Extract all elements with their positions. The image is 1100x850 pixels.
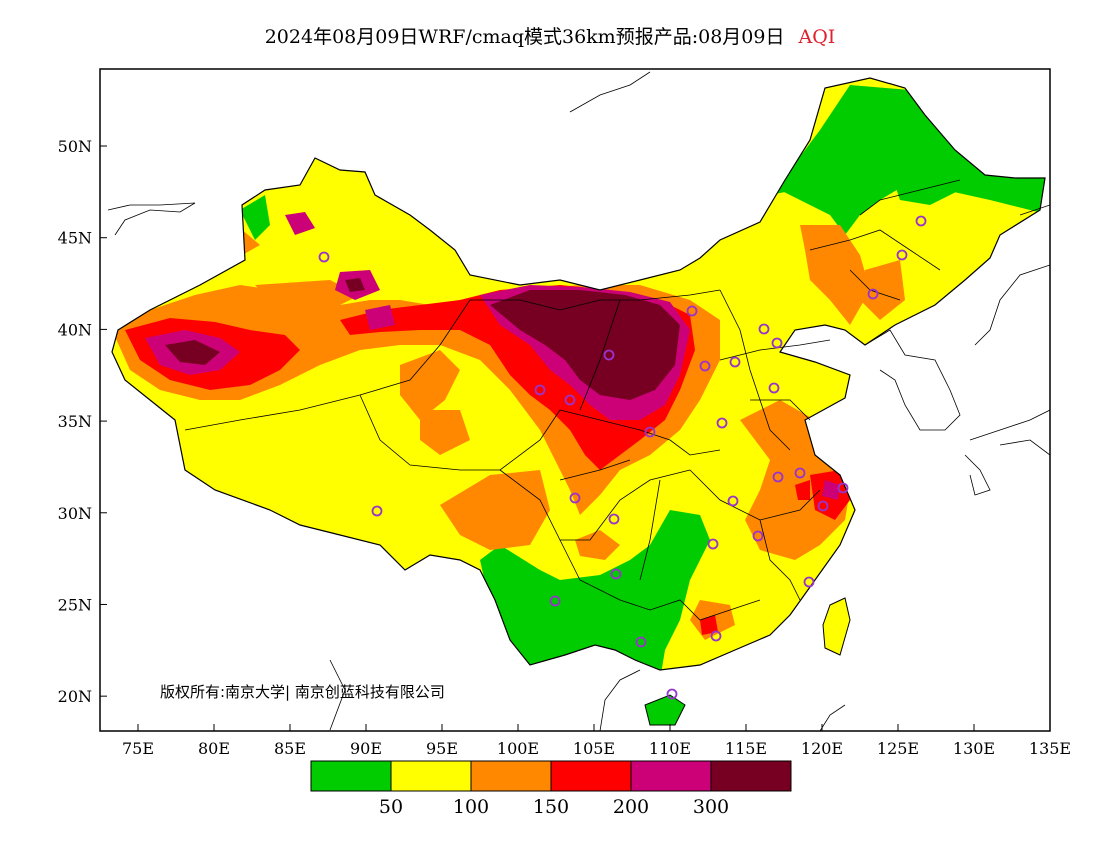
lon-tick-label: 90E: [350, 739, 382, 758]
station-marker: [534, 384, 546, 396]
lon-tick-label: 100E: [497, 739, 539, 758]
lon-tick-label: 75E: [122, 739, 154, 758]
station-marker: [371, 505, 383, 517]
lon-tick-label: 115E: [725, 739, 767, 758]
station-marker: [758, 323, 770, 335]
latitude-axis: 50N 45N 40N 35N 30N 25N 20N: [58, 137, 107, 706]
country-outline: [111, 77, 1046, 671]
station-marker: [772, 471, 784, 483]
map-title: 2024年08月09日WRF/cmaq模式36km预报产品:08月09日 AQI: [0, 22, 1100, 49]
station-marker: [794, 467, 806, 479]
hainan-island: [644, 694, 686, 726]
station-marker: [569, 492, 581, 504]
legend-threshold-label: 300: [693, 796, 729, 818]
lon-tick-label: 110E: [649, 739, 691, 758]
station-marker: [727, 495, 739, 507]
station-marker: [915, 215, 927, 227]
legend-threshold-label: 150: [533, 796, 569, 818]
station-marker: [686, 305, 698, 317]
station-marker: [716, 417, 728, 429]
province-boundaries: [184, 179, 961, 621]
title-variable: AQI: [798, 26, 836, 48]
legend-swatch: [630, 760, 712, 792]
aqi-zones-hazardous: [165, 278, 680, 400]
station-marker: [318, 251, 330, 263]
station-marker: [707, 538, 719, 550]
copyright-text: 版权所有:南京大学| 南京创蓝科技有限公司: [160, 683, 445, 701]
station-marker: [549, 595, 561, 607]
station-marker: [837, 482, 849, 494]
station-marker: [867, 288, 879, 300]
lat-tick-label: 40N: [58, 320, 92, 339]
station-marker: [817, 500, 829, 512]
station-marker: [603, 349, 615, 361]
station-marker: [752, 530, 764, 542]
lat-tick-label: 30N: [58, 504, 92, 523]
lon-tick-label: 80E: [198, 739, 230, 758]
station-marker: [564, 394, 576, 406]
station-marker: [644, 426, 656, 438]
lat-tick-label: 25N: [58, 595, 92, 614]
legend-threshold-label: 50: [379, 796, 403, 818]
station-marker: [699, 360, 711, 372]
station-markers: [318, 215, 927, 700]
lon-tick-label: 95E: [426, 739, 458, 758]
legend-threshold-label: 100: [453, 796, 489, 818]
station-marker: [610, 568, 622, 580]
lat-tick-label: 45N: [58, 229, 92, 248]
lon-tick-label: 120E: [801, 739, 843, 758]
neighbor-coastlines: [107, 71, 1050, 731]
station-marker: [666, 688, 678, 700]
station-marker: [768, 382, 780, 394]
lon-tick-label: 130E: [953, 739, 995, 758]
aqi-color-legend: 50 100 150 200 300: [310, 760, 792, 818]
station-marker: [710, 630, 722, 642]
legend-swatch: [710, 760, 792, 792]
legend-swatch: [390, 760, 472, 792]
lat-tick-label: 35N: [58, 412, 92, 431]
station-marker: [729, 356, 741, 368]
legend-swatch: [470, 760, 552, 792]
station-marker: [635, 636, 647, 648]
station-marker: [896, 249, 908, 261]
legend-swatch: [550, 760, 632, 792]
lon-tick-label: 135E: [1029, 739, 1071, 758]
station-marker: [608, 513, 620, 525]
aqi-zones-good: [240, 85, 1045, 670]
longitude-axis: 75E 80E 85E 90E 95E 100E 105E 110E 115E 120E 125E 1…: [122, 724, 1071, 758]
lon-tick-label: 125E: [877, 739, 919, 758]
lon-tick-label: 105E: [573, 739, 615, 758]
legend-swatch: [310, 760, 392, 792]
lon-tick-label: 85E: [274, 739, 306, 758]
taiwan-island: [822, 597, 851, 656]
legend-threshold-label: 200: [613, 796, 649, 818]
lat-tick-label: 20N: [58, 687, 92, 706]
station-marker: [771, 337, 783, 349]
station-marker: [803, 576, 815, 588]
lat-tick-label: 50N: [58, 137, 92, 156]
title-text: 2024年08月09日WRF/cmaq模式36km预报产品:08月09日: [264, 26, 785, 48]
